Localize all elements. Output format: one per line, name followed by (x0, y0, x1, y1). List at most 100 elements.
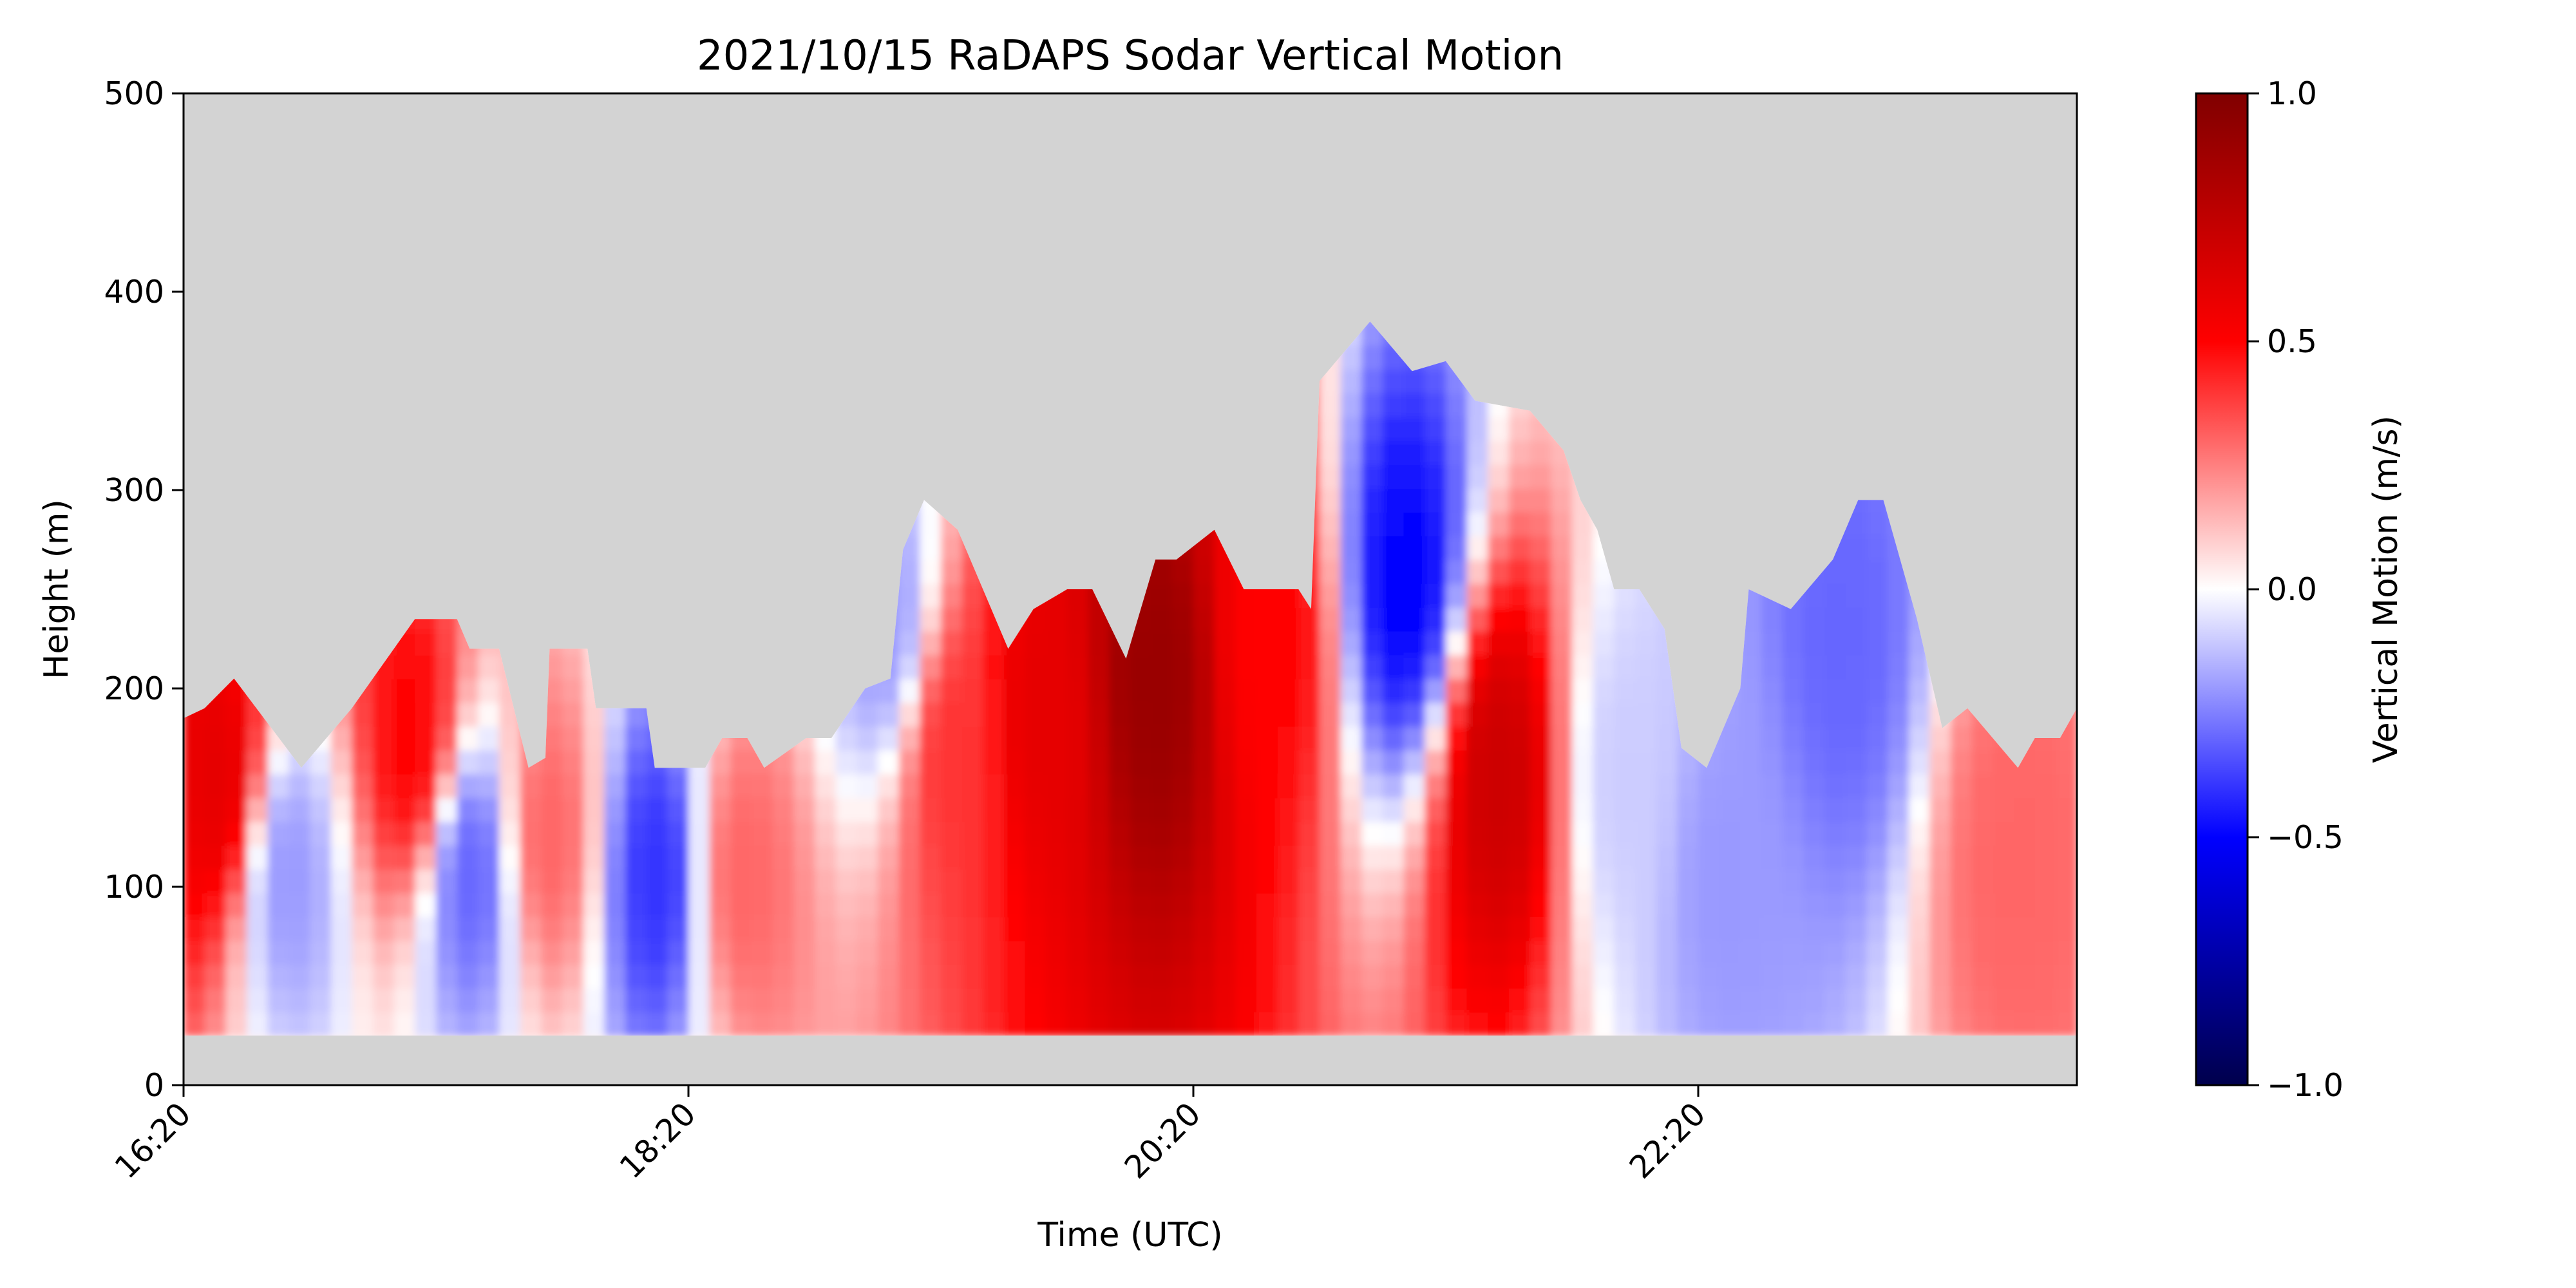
motion-cell (1466, 559, 1489, 584)
motion-cell (1361, 916, 1383, 942)
motion-cell (1951, 773, 1973, 799)
motion-cell (583, 1012, 605, 1036)
motion-cell (1929, 964, 1951, 989)
motion-cell (1361, 464, 1383, 489)
motion-cell (393, 797, 416, 822)
motion-cell (1425, 369, 1446, 394)
motion-cell (352, 845, 374, 870)
motion-cell (1761, 869, 1783, 894)
motion-cell (1151, 773, 1173, 799)
motion-cell (1488, 797, 1510, 822)
motion-cell (267, 893, 290, 918)
motion-cell (1403, 630, 1426, 656)
x-axis: 16:20 18:20 20:20 22:20 (108, 1085, 1712, 1186)
motion-cell (1761, 726, 1783, 751)
motion-cell (583, 845, 605, 870)
motion-cell (1088, 821, 1110, 846)
motion-cell (983, 750, 1005, 775)
motion-cell (1446, 750, 1468, 775)
motion-cell (1824, 869, 1846, 894)
motion-cell (1340, 607, 1363, 632)
motion-cell (1214, 607, 1236, 632)
motion-cell (961, 845, 984, 870)
motion-cell (1320, 654, 1341, 679)
motion-cell (583, 726, 605, 751)
motion-cell (1361, 583, 1383, 608)
motion-cell (541, 773, 563, 799)
motion-cell (646, 773, 668, 799)
motion-cell (815, 845, 837, 870)
motion-cell (1488, 417, 1510, 441)
motion-cell (499, 726, 521, 751)
motion-cell (1277, 607, 1300, 632)
motion-cell (1761, 607, 1783, 632)
motion-cell (1172, 678, 1194, 703)
motion-cell (1845, 607, 1868, 632)
motion-cell (752, 869, 773, 894)
motion-cell (1320, 488, 1341, 513)
motion-cell (393, 869, 416, 894)
motion-cell (2056, 964, 2077, 989)
motion-cell (1866, 893, 1888, 918)
motion-cell (225, 821, 247, 846)
motion-cell (1088, 869, 1110, 894)
motion-cell (1530, 964, 1552, 989)
motion-cell (961, 988, 984, 1013)
motion-cell (1677, 988, 1699, 1013)
motion-cell (1403, 607, 1426, 632)
motion-cell (1193, 630, 1215, 656)
motion-cell (1740, 869, 1762, 894)
motion-cell (898, 630, 921, 656)
motion-cell (1466, 440, 1489, 465)
motion-cell (1614, 940, 1636, 965)
motion-cell (2034, 797, 2057, 822)
motion-cell (1340, 893, 1363, 918)
motion-cell (330, 821, 353, 846)
motion-cell (2034, 940, 2057, 965)
motion-cell (1466, 845, 1489, 870)
motion-cell (1845, 559, 1868, 584)
motion-cell (393, 893, 416, 918)
motion-cell (541, 869, 563, 894)
motion-cell (1130, 964, 1152, 989)
motion-cell (1845, 988, 1868, 1013)
motion-cell (1235, 607, 1257, 632)
motion-cell (1320, 511, 1341, 536)
motion-cell (1908, 797, 1931, 822)
motion-cell (1845, 583, 1868, 608)
motion-cell (1866, 630, 1888, 656)
motion-cell (1109, 654, 1131, 679)
motion-cell (1340, 988, 1363, 1013)
motion-cell (1446, 964, 1468, 989)
motion-cell (1109, 702, 1131, 727)
motion-cell (815, 773, 837, 799)
motion-cell (289, 797, 310, 822)
motion-cell (2014, 845, 2036, 870)
motion-cell (1488, 773, 1510, 799)
motion-cell (1614, 654, 1636, 679)
motion-cell (457, 654, 479, 679)
motion-cell (415, 893, 437, 918)
motion-cell (1530, 702, 1552, 727)
motion-cell (204, 988, 227, 1013)
motion-cell (1677, 964, 1699, 989)
motion-cell (1067, 654, 1089, 679)
motion-cell (772, 893, 795, 918)
motion-cell (562, 750, 584, 775)
motion-cell (1067, 797, 1089, 822)
motion-cell (1340, 726, 1363, 751)
motion-cell (1845, 845, 1868, 870)
motion-cell (793, 940, 815, 965)
motion-cell (499, 797, 521, 822)
motion-cell (1993, 1012, 2014, 1036)
motion-cell (1277, 773, 1300, 799)
motion-cell (415, 845, 437, 870)
motion-cell (1572, 559, 1594, 584)
motion-cell (835, 750, 858, 775)
motion-cell (1635, 654, 1657, 679)
motion-cell (857, 773, 878, 799)
motion-cell (1214, 964, 1236, 989)
motion-cell (1908, 1012, 1931, 1036)
motion-cell (920, 773, 942, 799)
motion-cell (583, 916, 605, 942)
